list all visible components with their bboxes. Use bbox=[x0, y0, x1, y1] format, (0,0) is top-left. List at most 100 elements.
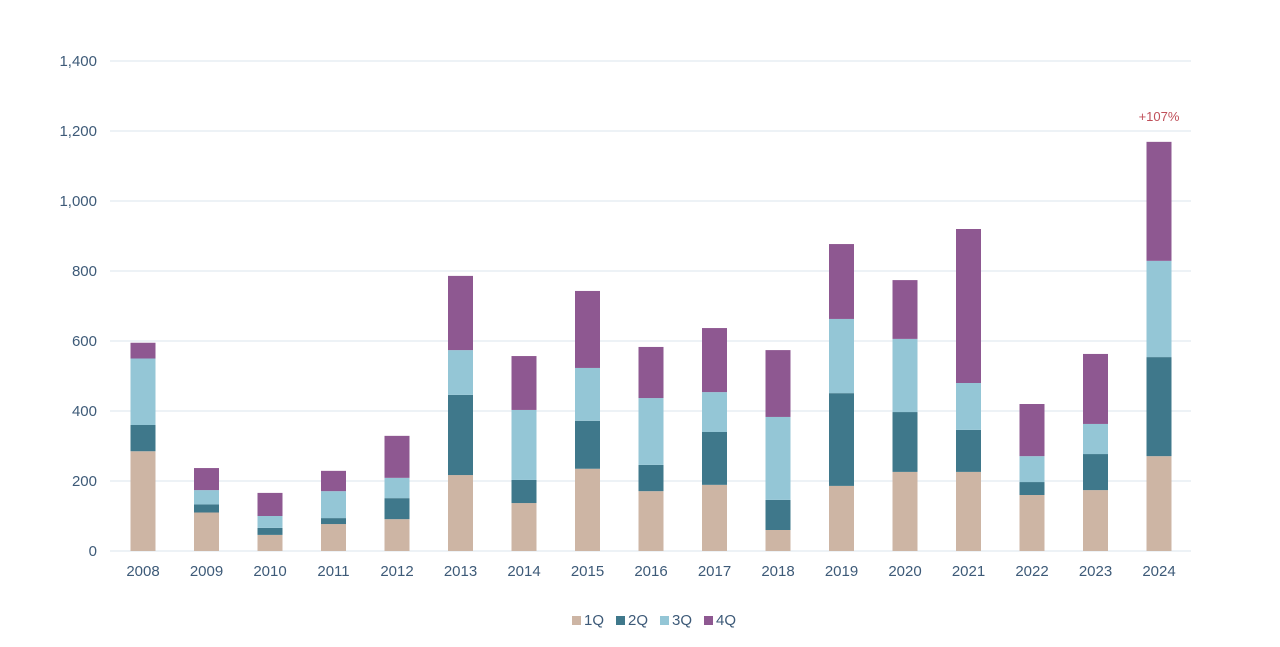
bar-stack-2009 bbox=[194, 468, 219, 551]
bar-segment-2017-2Q bbox=[702, 432, 727, 485]
bar-segment-2010-2Q bbox=[257, 527, 283, 535]
bar-segment-2012-2Q bbox=[384, 498, 410, 520]
annotation-label: +107% bbox=[1139, 109, 1180, 124]
legend-swatch bbox=[660, 616, 669, 625]
y-tick-label: 0 bbox=[89, 543, 97, 560]
x-tick-label: 2012 bbox=[380, 563, 413, 580]
bar-segment-2019-4Q bbox=[829, 244, 854, 319]
bar-stack-2010 bbox=[257, 492, 283, 551]
bar-segment-2008-3Q bbox=[130, 358, 156, 425]
bar-segment-2021-1Q bbox=[956, 471, 981, 551]
bar-segment-2017-1Q bbox=[702, 484, 727, 551]
x-tick-label: 2019 bbox=[825, 563, 858, 580]
legend-label: 4Q bbox=[716, 612, 736, 629]
bar-segment-2018-1Q bbox=[765, 530, 791, 551]
x-tick-label: 2020 bbox=[888, 563, 921, 580]
bar-segment-2008-2Q bbox=[130, 425, 156, 452]
bar-stack-2015 bbox=[575, 290, 600, 551]
x-tick-label: 2013 bbox=[444, 563, 477, 580]
bar-segment-2019-1Q bbox=[829, 485, 854, 551]
bar-stack-2020 bbox=[892, 280, 918, 551]
y-tick-label: 1,200 bbox=[59, 123, 97, 140]
bar-stack-2017 bbox=[702, 328, 727, 551]
bar-segment-2023-1Q bbox=[1083, 490, 1108, 551]
bar-segment-2013-2Q bbox=[448, 394, 473, 476]
bar-segment-2009-4Q bbox=[194, 468, 219, 491]
bar-segment-2013-1Q bbox=[448, 475, 473, 551]
bar-stack-2018 bbox=[765, 350, 791, 551]
bar-segment-2017-3Q bbox=[702, 392, 727, 432]
legend-swatch bbox=[704, 616, 713, 625]
bar-segment-2014-4Q bbox=[511, 356, 537, 410]
bar-stack-2008 bbox=[130, 342, 156, 551]
bar-segment-2022-3Q bbox=[1019, 456, 1045, 483]
bar-stack-2021 bbox=[956, 229, 981, 551]
bar-segment-2022-4Q bbox=[1019, 404, 1045, 457]
x-tick-label: 2023 bbox=[1079, 563, 1112, 580]
bar-segment-2016-3Q bbox=[638, 398, 664, 465]
legend-item-3Q: 3Q bbox=[660, 612, 692, 629]
x-tick-label: 2008 bbox=[126, 563, 159, 580]
y-tick-label: 1,000 bbox=[59, 193, 97, 210]
x-axis-tick-labels: 2008 2009 2010 2011 2012 2013 2014 2015 2016 2017… bbox=[126, 563, 1175, 580]
x-tick-label: 2024 bbox=[1142, 563, 1175, 580]
x-tick-label: 2015 bbox=[571, 563, 604, 580]
bar-segment-2023-4Q bbox=[1083, 353, 1108, 424]
y-tick-label: 800 bbox=[72, 263, 97, 280]
bar-segment-2010-4Q bbox=[257, 492, 283, 516]
bar-segment-2020-4Q bbox=[892, 280, 918, 339]
x-tick-label: 2017 bbox=[698, 563, 731, 580]
bar-segment-2023-2Q bbox=[1083, 454, 1108, 491]
bar-segment-2009-3Q bbox=[194, 490, 219, 505]
legend-swatch bbox=[572, 616, 581, 625]
bar-stack-2019 bbox=[829, 244, 854, 551]
bar-stack-2011 bbox=[321, 470, 346, 551]
legend-item-4Q: 4Q bbox=[704, 612, 736, 629]
bar-segment-2011-2Q bbox=[321, 518, 346, 525]
bar-segment-2010-3Q bbox=[257, 516, 283, 528]
bar-segment-2022-1Q bbox=[1019, 495, 1045, 551]
bar-stack-2014 bbox=[511, 356, 537, 551]
legend-label: 3Q bbox=[672, 612, 692, 629]
x-tick-label: 2011 bbox=[317, 563, 349, 580]
bar-segment-2015-1Q bbox=[575, 468, 600, 551]
bar-segment-2016-1Q bbox=[638, 491, 664, 551]
bar-segment-2011-1Q bbox=[321, 524, 346, 551]
bar-segment-2020-1Q bbox=[892, 471, 918, 551]
bar-stack-2013 bbox=[448, 275, 473, 551]
x-tick-label: 2016 bbox=[634, 563, 667, 580]
bar-segment-2015-2Q bbox=[575, 420, 600, 469]
legend-item-1Q: 1Q bbox=[572, 612, 604, 629]
x-tick-label: 2018 bbox=[761, 563, 794, 580]
bar-segment-2021-3Q bbox=[956, 383, 981, 430]
bar-segment-2016-4Q bbox=[638, 346, 664, 399]
bar-segment-2014-1Q bbox=[511, 503, 537, 551]
bar-stack-2022 bbox=[1019, 404, 1045, 551]
legend-label: 1Q bbox=[584, 612, 604, 629]
bar-segment-2020-2Q bbox=[892, 412, 918, 472]
y-tick-label: 200 bbox=[72, 473, 97, 490]
y-tick-label: 1,400 bbox=[59, 53, 97, 70]
bar-stack-2024 bbox=[1146, 141, 1172, 551]
bar-segment-2008-4Q bbox=[130, 342, 156, 359]
bar-segment-2024-4Q bbox=[1146, 141, 1172, 261]
x-tick-label: 2022 bbox=[1015, 563, 1048, 580]
bar-segment-2015-4Q bbox=[575, 290, 600, 368]
bar-segment-2012-4Q bbox=[384, 435, 410, 478]
bar-segment-2016-2Q bbox=[638, 464, 664, 492]
y-tick-label: 600 bbox=[72, 333, 97, 350]
y-axis-tick-labels: 0 200 400 600 800 1,000 1,200 1,400 bbox=[59, 53, 97, 560]
bar-segment-2012-1Q bbox=[384, 519, 410, 551]
bar-segment-2022-2Q bbox=[1019, 482, 1045, 495]
bars bbox=[130, 141, 1172, 551]
legend-swatch bbox=[616, 616, 625, 625]
bar-segment-2014-3Q bbox=[511, 409, 537, 480]
bar-segment-2020-3Q bbox=[892, 338, 918, 413]
bar-segment-2015-3Q bbox=[575, 367, 600, 421]
legend-label: 2Q bbox=[628, 612, 648, 629]
bar-segment-2012-3Q bbox=[384, 477, 410, 499]
bar-segment-2010-1Q bbox=[257, 534, 283, 551]
bar-segment-2018-4Q bbox=[765, 350, 791, 417]
bar-segment-2024-1Q bbox=[1146, 456, 1172, 551]
